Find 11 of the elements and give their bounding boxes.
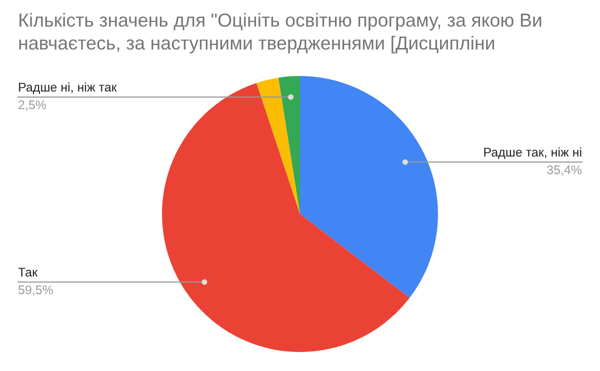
data-label: 59,5% xyxy=(18,285,53,296)
pie-slice xyxy=(162,83,410,352)
pie-slice xyxy=(300,76,438,298)
slice-label: Радше ні, ніж так xyxy=(19,82,117,94)
pie-slice xyxy=(256,78,300,214)
slice-label: Радше так, ніж ні xyxy=(484,147,582,159)
data-label: 35,4% xyxy=(547,165,582,176)
data-label: 2,5% xyxy=(18,100,46,111)
slice-label: Так xyxy=(18,268,38,277)
chart-title: Кількість значень для "Оцініть освітню програму, за якою Ви навчаєтесь, за наступними твердженнями [Дисципліни xyxy=(19,12,542,54)
pie-slice xyxy=(278,76,300,214)
